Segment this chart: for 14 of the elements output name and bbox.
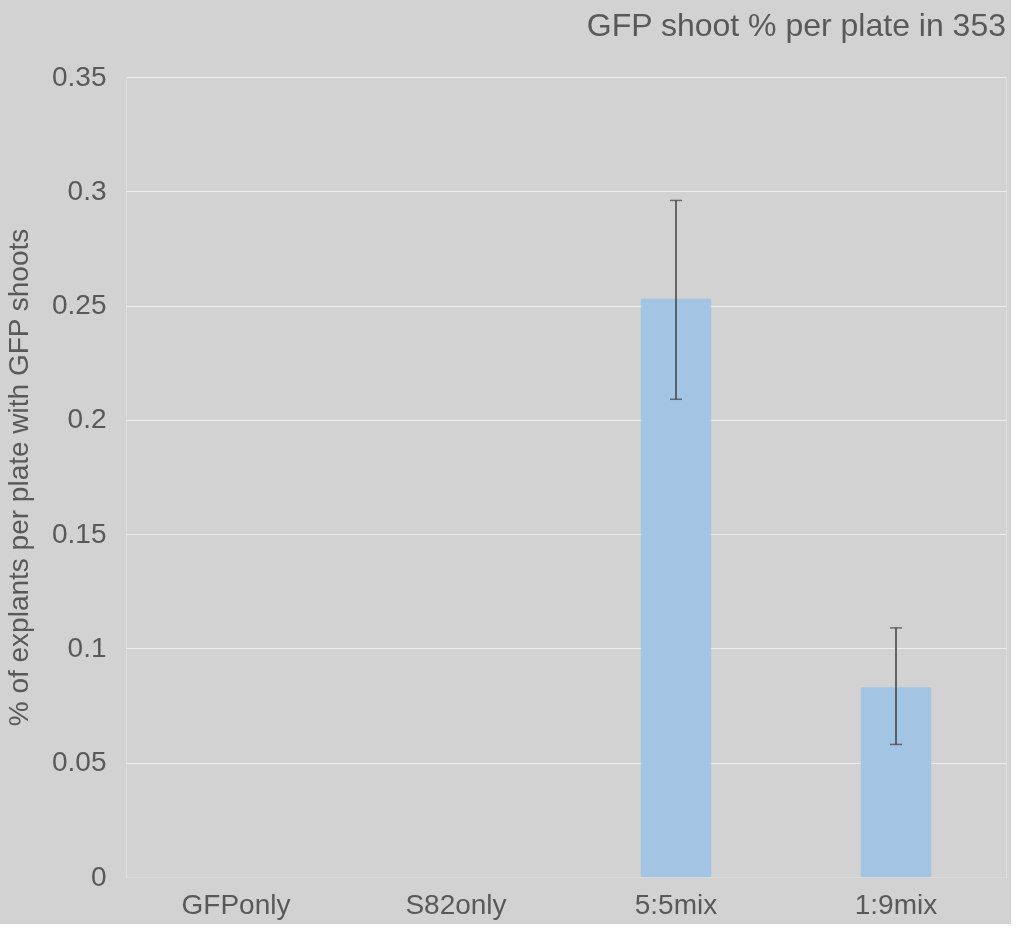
y-tick-label: 0.25 [52, 289, 107, 321]
y-tick-label: 0.1 [67, 631, 107, 663]
x-tick-label: GFPonly [181, 888, 291, 920]
y-tick-label: 0.3 [67, 174, 107, 206]
chart-title: GFP shoot % per plate in 353 [586, 7, 1006, 43]
y-tick-label: 0.35 [52, 60, 107, 92]
y-tick-label: 0 [90, 860, 107, 892]
x-tick-label: S82only [405, 888, 507, 920]
y-tick-label: 0.2 [67, 403, 107, 435]
x-tick-label: 1:9mix [854, 888, 938, 920]
y-tick-label: 0.15 [52, 517, 107, 549]
x-tick-label: 5:5mix [634, 888, 718, 920]
y-axis-title: % of explants per plate with GFP shoots [3, 228, 34, 727]
y-tick-label: 0.05 [52, 746, 107, 778]
